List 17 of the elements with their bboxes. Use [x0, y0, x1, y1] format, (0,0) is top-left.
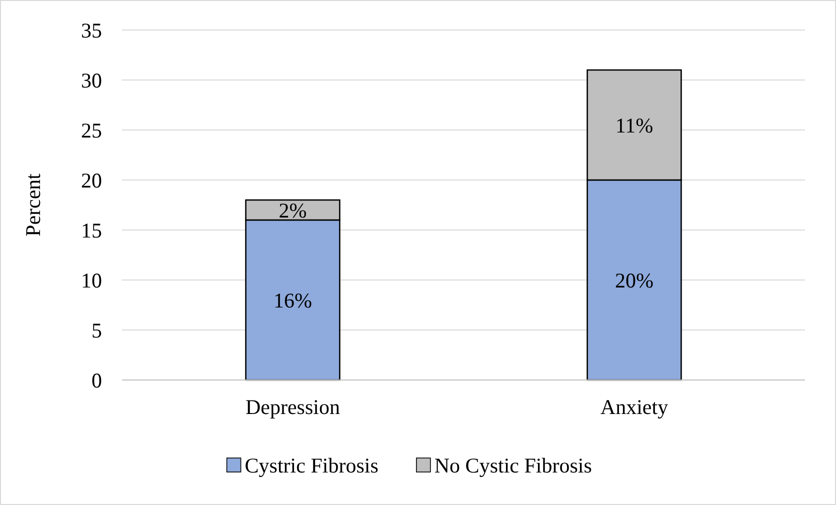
y-tick-label: 10: [81, 268, 102, 292]
data-label: 2%: [278, 198, 307, 222]
y-tick-label: 35: [81, 18, 102, 42]
data-label: 16%: [274, 288, 312, 312]
y-tick-label: 30: [81, 68, 102, 92]
y-tick-label: 15: [81, 218, 102, 242]
legend-label: No Cystic Fibrosis: [434, 453, 592, 478]
y-tick-label: 20: [81, 168, 102, 192]
x-tick-label: Depression: [246, 395, 340, 419]
y-tick-label: 25: [81, 118, 102, 142]
data-label: 20%: [615, 268, 654, 292]
x-tick-label: Anxiety: [600, 395, 669, 419]
y-axis-title: Percent: [21, 173, 45, 236]
legend-label: Cystric Fibrosis: [244, 453, 378, 478]
data-label: 11%: [615, 113, 654, 138]
y-tick-label: 0: [92, 368, 102, 392]
y-tick-label: 5: [92, 318, 102, 342]
